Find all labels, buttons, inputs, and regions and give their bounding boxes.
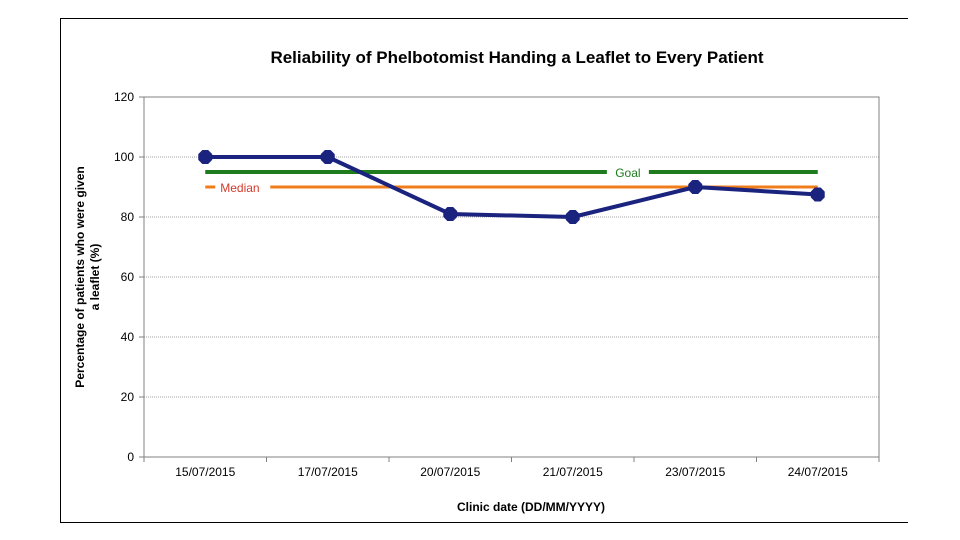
series-line [205,155,818,219]
y-axis-label-line-2: a leaflet (%) [88,244,102,311]
data-point [810,187,825,202]
x-tick-label: 24/07/2015 [788,465,848,479]
x-tick-label: 20/07/2015 [420,465,480,479]
data-point [198,150,213,164]
line-chart: Reliability of Phelbotomist Handing a Le… [73,48,880,514]
x-tick-label: 23/07/2015 [665,465,725,479]
y-axis-label-line-1: Percentage of patients who were given [73,166,87,387]
gridlines [144,156,879,398]
chart-frame: Reliability of Phelbotomist Handing a Le… [60,18,908,523]
data-series [198,150,825,224]
y-tick-label: 120 [114,90,134,104]
x-tick-label: 17/07/2015 [298,465,358,479]
y-tick-label: 80 [121,210,135,224]
y-axis-label: Percentage of patients who were given a … [73,166,102,387]
y-tick-label: 60 [121,270,135,284]
data-point [320,150,335,164]
chart-title: Reliability of Phelbotomist Handing a Le… [270,48,763,67]
x-tick-label: 21/07/2015 [543,465,603,479]
data-point [565,210,580,224]
data-point [688,180,703,194]
y-tick-label: 0 [127,450,134,464]
x-axis-label: Clinic date (DD/MM/YYYY) [457,500,605,514]
x-tick-label: 15/07/2015 [175,465,235,479]
data-point [443,207,458,221]
y-tick-label: 40 [121,330,135,344]
y-tick-label: 100 [114,150,134,164]
goal-label: Goal [615,166,640,180]
y-axis-ticks: 0 20 40 60 80 100 120 [114,90,144,464]
y-tick-label: 20 [121,390,135,404]
median-label: Median [220,181,259,195]
x-axis-ticks: 15/07/2015 17/07/2015 20/07/2015 21/07/2015… [143,457,880,479]
